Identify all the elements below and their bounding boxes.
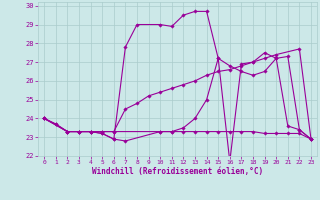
X-axis label: Windchill (Refroidissement éolien,°C): Windchill (Refroidissement éolien,°C) (92, 167, 263, 176)
